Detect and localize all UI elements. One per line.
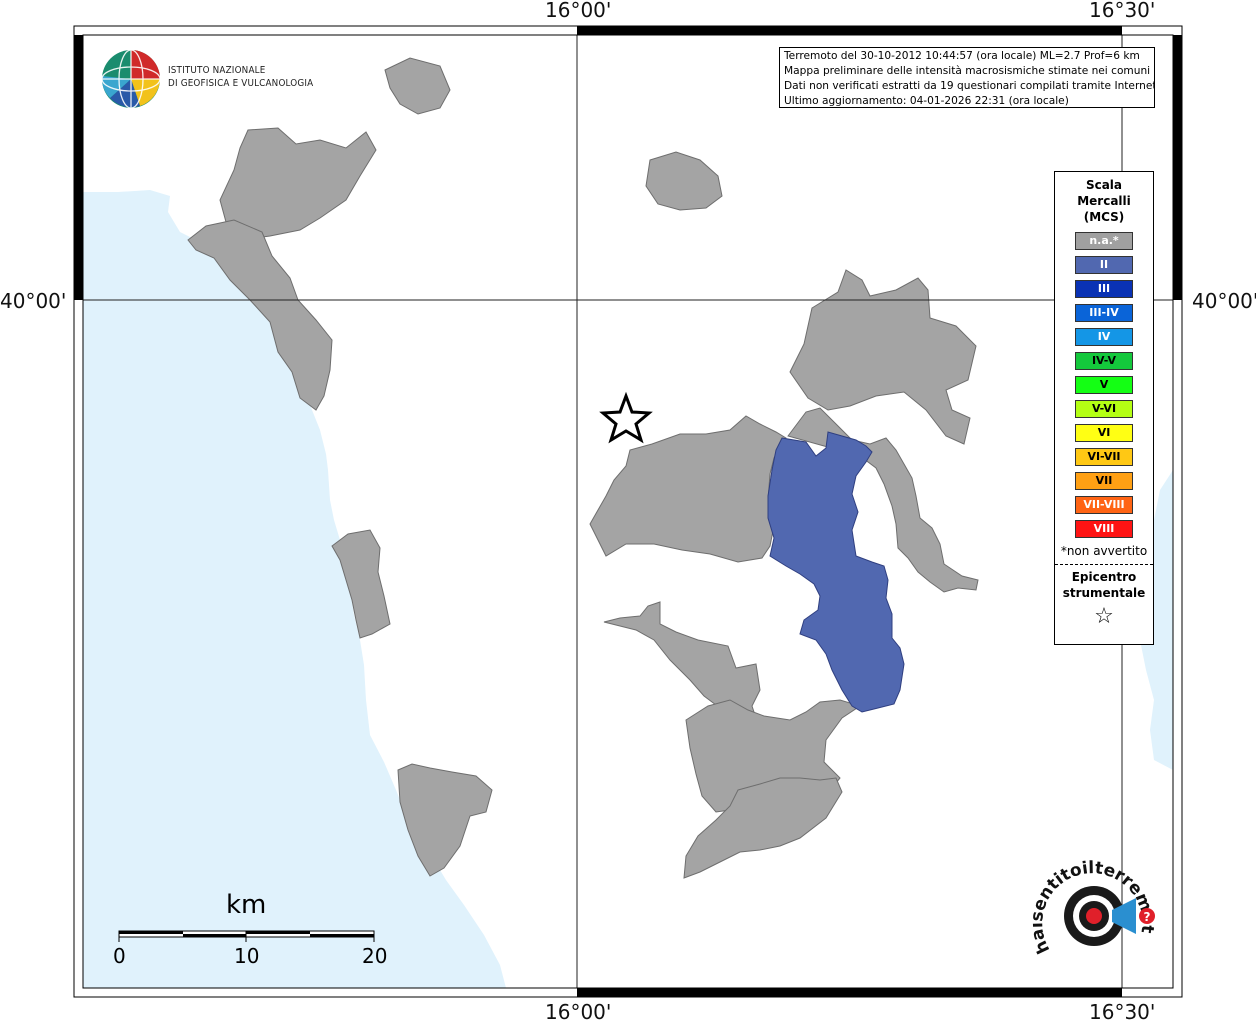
event-info-line1: Terremoto del 30-10-2012 10:44:57 (ora l… xyxy=(784,50,1140,62)
question-icon xyxy=(1139,908,1155,924)
haisentito-logo[interactable]: haisentitoilterremoto.it ? xyxy=(1032,858,1162,978)
legend-item: VIII xyxy=(1075,520,1133,538)
event-info-line4: Ultimo aggiornamento: 04-01-2026 22:31 (… xyxy=(784,95,1069,107)
lat-label-right: 40°00' xyxy=(1192,289,1256,313)
legend-separator xyxy=(1055,564,1153,565)
comune-nw-1 xyxy=(384,57,451,115)
comune-s-west xyxy=(603,601,761,729)
comune-ne-2 xyxy=(787,407,979,593)
lon-label-bottom-left: 16°00' xyxy=(545,1000,612,1024)
legend-item: VII-VIII xyxy=(1075,496,1133,514)
legend-item: IV xyxy=(1075,328,1133,346)
scale-tick-0: 0 xyxy=(113,944,126,968)
comune-coast-mid xyxy=(331,529,391,639)
ingv-name: ISTITUTO NAZIONALE DI GEOFISICA E VULCAN… xyxy=(168,64,313,90)
comune-s-south xyxy=(683,777,843,879)
ingv-globe-icon xyxy=(101,49,161,109)
legend-item: VI-VII xyxy=(1075,448,1133,466)
megaphone-icon xyxy=(1112,898,1136,934)
legend-item: IV-V xyxy=(1075,352,1133,370)
comune-nw-3 xyxy=(187,219,333,411)
comune-nw-2 xyxy=(219,127,377,241)
legend-item: VI xyxy=(1075,424,1133,442)
lon-label-bottom-right: 16°30' xyxy=(1089,1000,1156,1024)
legend-item: III xyxy=(1075,280,1133,298)
event-info-box: Terremoto del 30-10-2012 10:44:57 (ora l… xyxy=(779,47,1155,108)
scale-bar xyxy=(118,930,375,942)
legend-item: VII xyxy=(1075,472,1133,490)
lon-label-top-left: 16°00' xyxy=(545,0,612,22)
scale-tick-10: 10 xyxy=(234,944,260,968)
comune-n-1 xyxy=(645,151,723,211)
legend-title: Scala Mercalli (MCS) xyxy=(1077,178,1131,224)
svg-text:?: ? xyxy=(1144,910,1151,924)
ingv-name-line1: ISTITUTO NAZIONALE xyxy=(168,65,266,76)
intensity-legend: Scala Mercalli (MCS) n.a.* II III III-IV IV I… xyxy=(1054,171,1154,645)
legend-epicenter-title: Epicentro strumentale xyxy=(1062,570,1146,600)
ingv-name-line2: DI GEOFISICA E VULCANOLOGIA xyxy=(168,78,314,89)
sea-west xyxy=(83,190,506,988)
legend-item: V xyxy=(1075,376,1133,394)
scale-title: km xyxy=(226,890,267,920)
comune-coast-south xyxy=(397,763,493,877)
sea-east xyxy=(1140,470,1173,770)
event-info-line2: Mappa preliminare delle intensità macros… xyxy=(784,65,1151,77)
legend-item: n.a.* xyxy=(1075,232,1133,250)
lat-label-left: 40°00' xyxy=(0,289,67,313)
comune-center xyxy=(589,415,787,563)
comuni-na xyxy=(187,57,979,879)
scale-tick-20: 20 xyxy=(362,944,388,968)
legend-item: V-VI xyxy=(1075,400,1133,418)
comune-ne-big xyxy=(789,269,977,445)
legend-item: II xyxy=(1075,256,1133,274)
legend-star-icon: ☆ xyxy=(1094,604,1114,629)
legend-rows: n.a.* II III III-IV IV IV-V V V-VI VI VI-VII VII VI… xyxy=(1055,232,1153,538)
lon-label-top-right: 16°30' xyxy=(1089,0,1156,22)
event-info-line3: Dati non verificati estratti da 19 quest… xyxy=(784,80,1155,92)
legend-item: III-IV xyxy=(1075,304,1133,322)
legend-note: *non avvertito xyxy=(1060,544,1148,558)
map-frame xyxy=(73,25,1183,998)
comune-intensity-ii xyxy=(767,431,905,713)
epicenter-star-icon[interactable] xyxy=(599,391,653,444)
